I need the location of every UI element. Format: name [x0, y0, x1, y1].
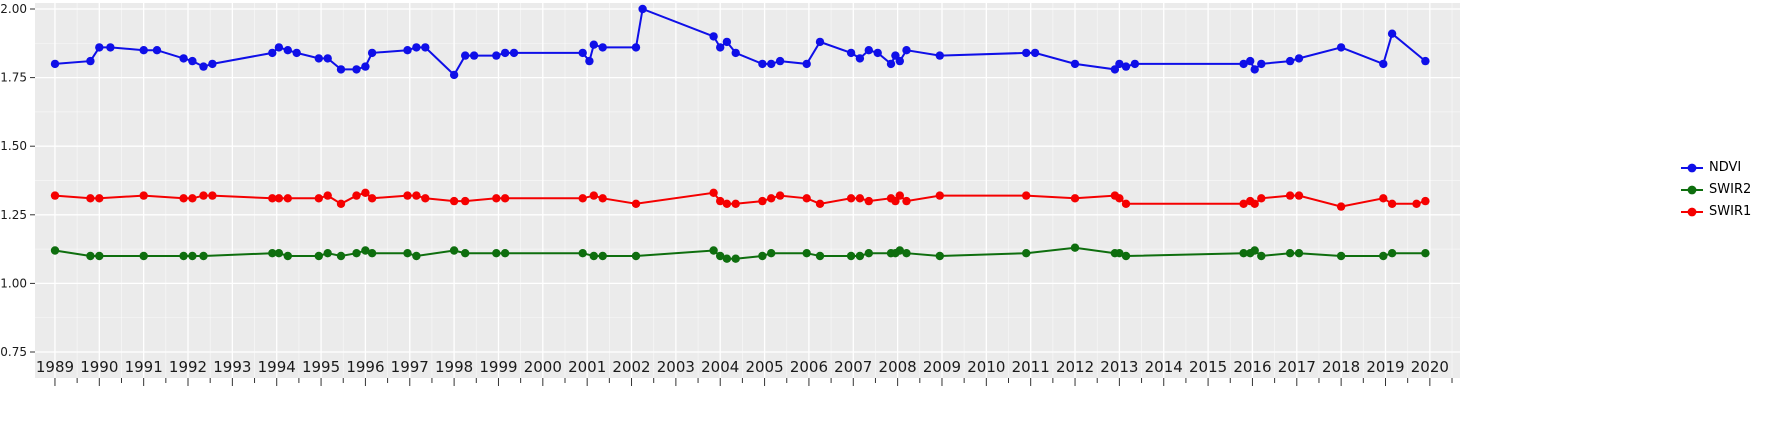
svg-text:1.00: 1.00 [0, 276, 27, 290]
svg-text:2016: 2016 [1233, 358, 1271, 376]
svg-text:1994: 1994 [258, 358, 296, 376]
legend-item-swir2: SWIR2 [1680, 182, 1751, 198]
legend-label-swir1: SWIR1 [1709, 204, 1752, 219]
svg-text:1.75: 1.75 [0, 71, 27, 85]
svg-text:2008: 2008 [879, 358, 917, 376]
legend-label-swir2: SWIR2 [1709, 182, 1752, 197]
svg-text:2009: 2009 [923, 358, 961, 376]
svg-text:2002: 2002 [612, 358, 650, 376]
svg-text:2019: 2019 [1366, 358, 1404, 376]
svg-text:0.75: 0.75 [0, 345, 27, 359]
svg-text:2004: 2004 [701, 358, 739, 376]
svg-text:2001: 2001 [568, 358, 606, 376]
svg-text:1999: 1999 [479, 358, 517, 376]
svg-text:2.00: 2.00 [0, 2, 27, 16]
svg-text:1998: 1998 [435, 358, 473, 376]
svg-text:2005: 2005 [745, 358, 783, 376]
svg-text:1991: 1991 [125, 358, 163, 376]
chart-legend: NDVI SWIR2 SWIR1 [1680, 160, 1751, 220]
svg-text:2014: 2014 [1145, 358, 1183, 376]
svg-text:2006: 2006 [790, 358, 828, 376]
svg-text:2000: 2000 [524, 358, 562, 376]
svg-text:2013: 2013 [1100, 358, 1138, 376]
svg-text:2012: 2012 [1056, 358, 1094, 376]
svg-text:1992: 1992 [169, 358, 207, 376]
svg-text:1.25: 1.25 [0, 208, 27, 222]
svg-text:2007: 2007 [834, 358, 872, 376]
svg-text:2018: 2018 [1322, 358, 1360, 376]
legend-item-swir1: SWIR1 [1680, 204, 1751, 220]
legend-label-ndvi: NDVI [1709, 160, 1742, 175]
svg-text:1997: 1997 [391, 358, 429, 376]
svg-text:2015: 2015 [1189, 358, 1227, 376]
svg-text:2010: 2010 [967, 358, 1005, 376]
svg-text:2003: 2003 [657, 358, 695, 376]
legend-key-line-dot-icon [1681, 185, 1703, 195]
svg-text:2011: 2011 [1012, 358, 1050, 376]
svg-text:2020: 2020 [1411, 358, 1449, 376]
legend-key-line-dot-icon [1681, 163, 1703, 173]
svg-text:1989: 1989 [36, 358, 74, 376]
legend-key-line-dot-icon [1681, 207, 1703, 217]
svg-text:2017: 2017 [1278, 358, 1316, 376]
svg-text:1996: 1996 [346, 358, 384, 376]
svg-text:1990: 1990 [80, 358, 118, 376]
svg-text:1995: 1995 [302, 358, 340, 376]
svg-text:1.50: 1.50 [0, 139, 27, 153]
svg-text:1993: 1993 [213, 358, 251, 376]
legend-item-ndvi: NDVI [1680, 160, 1751, 176]
